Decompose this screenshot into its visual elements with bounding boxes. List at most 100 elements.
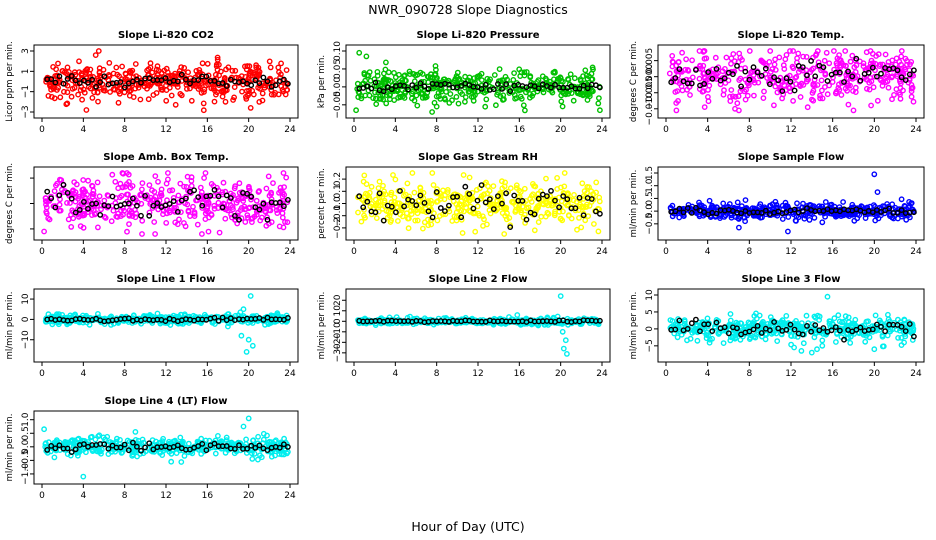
y-tick-label: −10 (333, 322, 343, 341)
reference-point (64, 189, 71, 196)
data-point (195, 82, 202, 89)
reference-point (841, 336, 847, 343)
data-point (414, 102, 421, 109)
data-point (151, 188, 158, 195)
data-point (518, 207, 524, 214)
data-point (543, 77, 550, 84)
data-point (139, 217, 146, 224)
data-point (214, 54, 221, 61)
data-point (249, 215, 256, 222)
data-point (732, 93, 739, 100)
data-point (282, 219, 288, 225)
data-point (746, 48, 753, 54)
reference-point (486, 196, 493, 203)
data-point (478, 193, 485, 199)
data-point (473, 186, 480, 193)
data-point (410, 71, 416, 77)
reference-point (894, 67, 901, 74)
reference-point (713, 66, 720, 72)
reference-point (837, 69, 843, 76)
reference-point (676, 66, 683, 73)
data-point (862, 338, 869, 345)
y-axis-label: ml/min per min. (317, 292, 327, 360)
reference-point (531, 211, 538, 218)
panel-title: Slope Li-820 Pressure (416, 30, 539, 41)
data-point (275, 91, 282, 98)
data-point (509, 198, 516, 205)
data-point (43, 204, 50, 211)
x-tick-label: 24 (596, 247, 608, 257)
data-point (565, 76, 571, 82)
data-point (132, 61, 139, 67)
data-point (705, 94, 711, 100)
data-point (822, 71, 829, 78)
y-tick-label: 1.0 (645, 178, 655, 193)
reference-point (93, 200, 100, 207)
data-point (419, 90, 426, 97)
y-tick-label: −0.05 (333, 91, 343, 119)
data-point (874, 97, 881, 104)
data-point (780, 91, 787, 98)
reference-point (767, 327, 773, 334)
data-point (875, 51, 882, 58)
reference-point (284, 314, 291, 321)
reference-point (548, 84, 554, 91)
x-tick-label: 0 (351, 369, 357, 379)
data-point (374, 79, 381, 86)
data-point (414, 217, 421, 224)
data-point (265, 173, 272, 180)
data-point (279, 200, 286, 207)
data-point (411, 97, 418, 104)
data-point (558, 98, 565, 105)
data-point (164, 69, 171, 76)
data-point (150, 196, 157, 203)
data-point (819, 87, 825, 94)
reference-point (845, 68, 851, 75)
data-point (727, 317, 734, 324)
data-point (50, 64, 56, 70)
data-point (513, 185, 520, 191)
data-point (497, 192, 504, 198)
reference-point (182, 76, 189, 83)
reference-point (576, 194, 583, 201)
data-point (273, 207, 280, 214)
outlier-point (673, 107, 680, 114)
reference-point (499, 86, 505, 92)
outlier-point (247, 293, 254, 299)
data-point (365, 72, 372, 79)
x-tick-label: 24 (910, 125, 922, 135)
reference-point (709, 328, 716, 334)
reference-point (758, 72, 765, 79)
reference-point (360, 204, 367, 211)
panel-title: Slope Line 3 Flow (742, 274, 841, 285)
reference-point (490, 86, 497, 93)
data-point (769, 66, 776, 73)
data-point (222, 449, 229, 456)
data-point (163, 97, 170, 104)
reference-point (215, 317, 222, 324)
data-point (51, 454, 58, 461)
data-point (669, 58, 676, 65)
y-tick-label: −0.2 (333, 217, 343, 239)
data-point (879, 332, 886, 339)
x-tick-label: 12 (472, 369, 483, 379)
data-point (64, 89, 71, 96)
data-point (149, 437, 156, 443)
data-point (437, 195, 444, 202)
reference-point (812, 73, 819, 80)
y-axis-label: percent per min. (317, 168, 327, 239)
data-point (373, 82, 380, 89)
data-point (283, 174, 290, 181)
data-point (386, 212, 393, 219)
data-point (676, 68, 683, 75)
data-point (68, 93, 75, 100)
data-point (181, 183, 187, 190)
data-point (194, 221, 201, 228)
data-point (811, 76, 818, 83)
data-point (472, 228, 479, 235)
data-point (201, 175, 208, 181)
reference-point (494, 193, 501, 200)
reference-point (264, 78, 271, 85)
data-point (834, 331, 840, 337)
